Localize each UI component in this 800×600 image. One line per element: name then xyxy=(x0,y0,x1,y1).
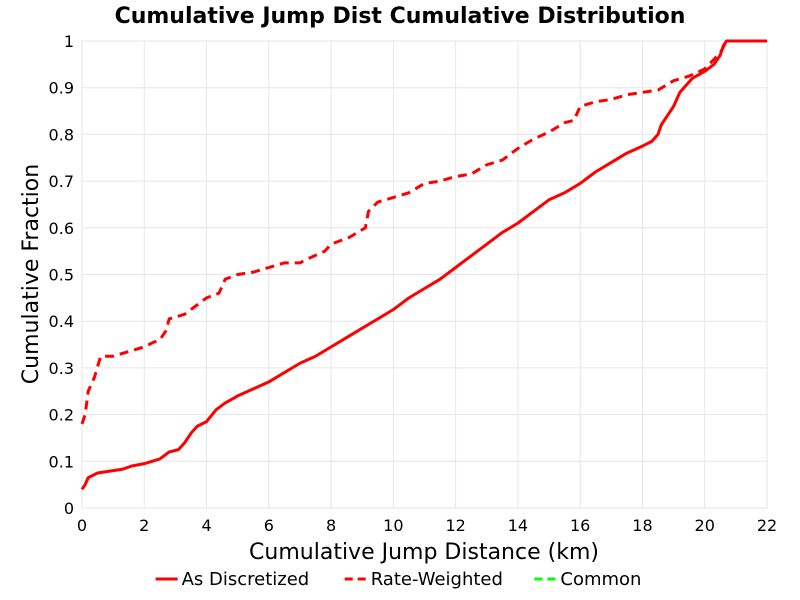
legend-label: Rate-Weighted xyxy=(371,569,503,590)
legend: As Discretized Rate-Weighted Common xyxy=(155,569,641,590)
x-tick-label: 22 xyxy=(757,516,777,535)
x-tick-label: 16 xyxy=(570,516,590,535)
y-axis-ticks: 0 0.1 0.2 0.3 0.4 0.5 0.6 0.7 0.8 0.9 1 xyxy=(49,32,74,518)
x-tick-label: 2 xyxy=(139,516,149,535)
y-tick-label: 0.6 xyxy=(49,219,74,238)
y-tick-label: 0.7 xyxy=(49,172,74,191)
grid xyxy=(81,40,768,509)
x-tick-label: 0 xyxy=(77,516,87,535)
legend-label: As Discretized xyxy=(182,569,310,590)
y-tick-label: 0 xyxy=(64,499,74,518)
series-line-as-discretized xyxy=(80,39,767,491)
x-axis-label: Cumulative Jump Distance (km) xyxy=(249,540,599,565)
x-tick-label: 12 xyxy=(445,516,465,535)
y-tick-label: 0.9 xyxy=(49,79,74,98)
y-tick-label: 0.4 xyxy=(49,312,74,331)
legend-label: Common xyxy=(560,569,641,590)
y-tick-label: 0.5 xyxy=(49,266,74,285)
y-tick-label: 0.3 xyxy=(49,359,74,378)
x-tick-label: 18 xyxy=(632,516,652,535)
x-tick-label: 4 xyxy=(201,516,211,535)
x-tick-label: 8 xyxy=(326,516,336,535)
x-tick-label: 14 xyxy=(508,516,528,535)
y-axis-label: Cumulative Fraction xyxy=(19,164,44,384)
x-tick-label: 20 xyxy=(695,516,715,535)
chart-title: Cumulative Jump Dist Cumulative Distribu… xyxy=(115,4,686,29)
x-axis-ticks: 0 2 4 6 8 10 12 14 16 18 20 22 xyxy=(77,516,777,535)
y-tick-label: 0.8 xyxy=(49,125,74,144)
y-tick-label: 0.2 xyxy=(49,406,74,425)
x-tick-label: 6 xyxy=(264,516,274,535)
y-tick-label: 1 xyxy=(64,32,74,51)
series-line-rate-weighted xyxy=(80,39,767,425)
series-layer xyxy=(80,39,767,491)
x-tick-label: 10 xyxy=(383,516,403,535)
y-tick-label: 0.1 xyxy=(49,452,74,471)
